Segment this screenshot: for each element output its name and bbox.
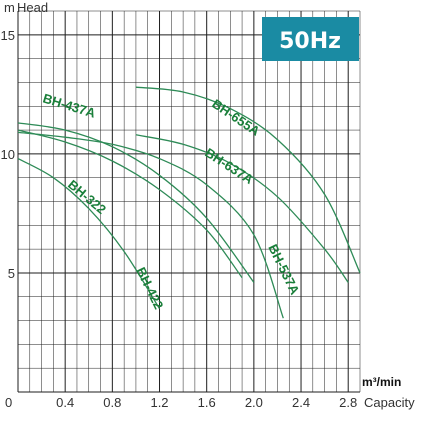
curve-label-bh-537a: BH-537A (265, 242, 303, 298)
x-axis-label: Capacity (364, 395, 415, 410)
curve-bh-655a (135, 86, 361, 274)
curve-bh-537a (17, 131, 284, 319)
y-tick-label: 5 (8, 266, 15, 281)
curve-label-bh-637a: BH-637A (202, 145, 256, 187)
x-tick-label: 0.4 (56, 395, 74, 410)
curve-bh-322 (17, 158, 161, 310)
x-axis-unit: m³/min (362, 375, 401, 389)
y-axis-label: Head (17, 0, 48, 15)
curve-label-bh-422: BH-422 (133, 265, 166, 312)
curve-bh-422 (17, 129, 243, 279)
x-tick-label: 2.0 (245, 395, 263, 410)
x-tick-label: 1.6 (198, 395, 216, 410)
frequency-badge: 50Hz (262, 17, 359, 61)
curve-bh-637a (135, 134, 349, 283)
badge-background (262, 17, 359, 61)
y-tick-label: 15 (1, 28, 15, 43)
y-tick-label: 10 (1, 147, 15, 162)
curve-label-bh-655a: BH-655A (209, 96, 263, 139)
curve-label-bh-322: BH-322 (65, 177, 109, 217)
origin-label: 0 (5, 395, 12, 410)
x-tick-label: 0.8 (103, 395, 121, 410)
y-axis-unit: m (4, 0, 15, 15)
badge-text: 50Hz (279, 29, 341, 54)
tick-labels: 0.4 0.8 1.2 1.6 2.0 2.4 2.8 5 10 15 (1, 28, 358, 410)
x-tick-label: 2.4 (292, 395, 310, 410)
curves (17, 86, 361, 319)
x-tick-label: 1.2 (150, 395, 168, 410)
curve-label-bh-437a: BH-437A (41, 91, 98, 121)
x-tick-label: 2.8 (339, 395, 357, 410)
grid (17, 10, 361, 393)
curve-labels: BH-437A BH-322 BH-422 BH-655A BH-637A BH-537A (41, 91, 303, 312)
curve-bh-437a (17, 122, 255, 283)
